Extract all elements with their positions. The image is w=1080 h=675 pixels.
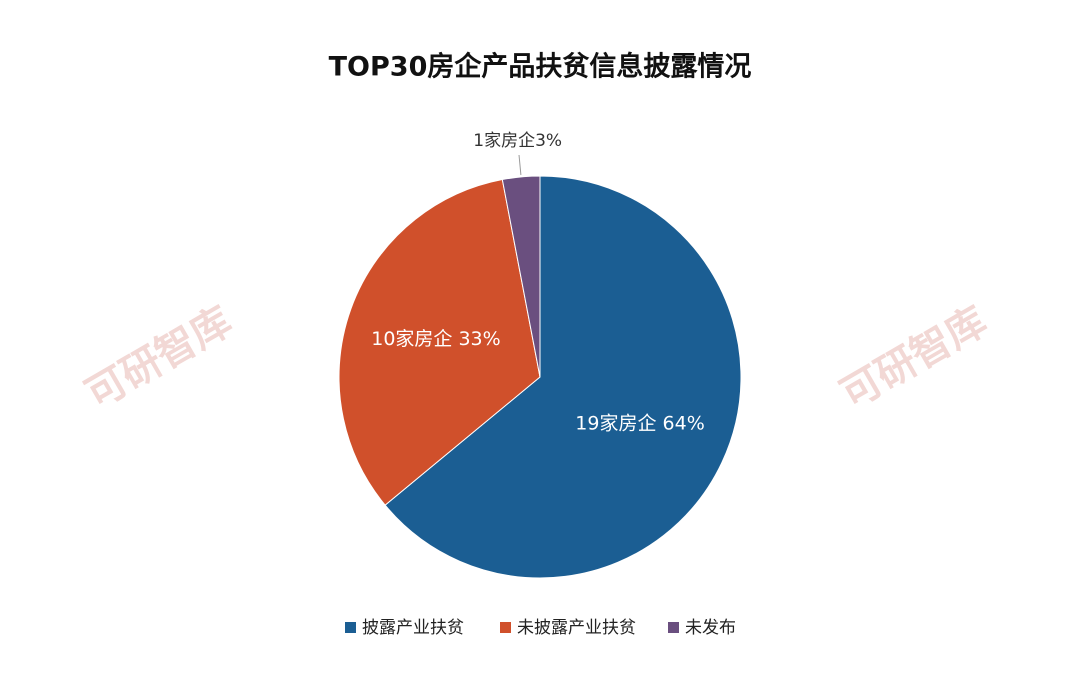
chart-title: TOP30房企产品扶贫信息披露情况 bbox=[329, 51, 752, 83]
pie-slice bbox=[338, 178, 541, 506]
data-label: 19家房企 64% bbox=[575, 413, 704, 435]
pie-slice bbox=[384, 175, 742, 579]
legend-swatch bbox=[668, 622, 679, 633]
watermark: 可研智库 bbox=[833, 298, 995, 418]
watermark: 可研智库 bbox=[78, 298, 240, 418]
data-label: 1家房企3% bbox=[473, 131, 562, 151]
legend-swatch bbox=[500, 622, 511, 633]
legend-swatch bbox=[345, 622, 356, 633]
leader-line bbox=[518, 154, 522, 175]
legend-label: 未披露产业扶贫 bbox=[517, 618, 636, 638]
data-label: 10家房企 33% bbox=[371, 328, 500, 350]
legend-label: 披露产业扶贫 bbox=[362, 618, 464, 638]
legend-label: 未发布 bbox=[685, 618, 736, 638]
pie-slice bbox=[501, 175, 541, 378]
